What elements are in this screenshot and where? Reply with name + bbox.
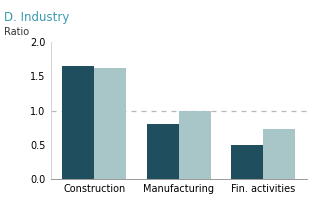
Bar [263,129,295,179]
Bar [147,124,179,179]
Bar [231,145,263,179]
Text: Ratio: Ratio [4,27,30,37]
Bar [179,111,210,179]
Bar [94,68,126,179]
Text: D. Industry: D. Industry [4,11,70,24]
Bar [62,66,94,179]
